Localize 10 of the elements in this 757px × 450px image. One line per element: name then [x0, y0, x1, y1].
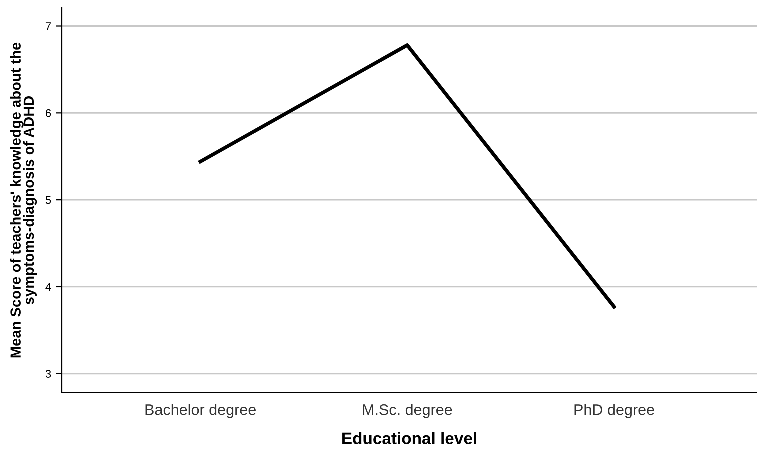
x-axis-title: Educational level	[342, 432, 476, 444]
y-tick-label: 4	[46, 283, 52, 291]
x-tick-label: Bachelor degree	[146, 404, 256, 418]
y-tick-label: 3	[46, 370, 52, 378]
y-tick-label: 6	[46, 109, 52, 118]
x-tick-label: M.Sc. degree	[363, 404, 452, 418]
x-tick-label: PhD degree	[574, 404, 654, 418]
y-axis-title: Mean Score of teachers' knowledge about the symptoms-diagnosis of ADHD	[10, 42, 38, 358]
y-tick-label: 7	[46, 22, 52, 30]
y-tick-label: 5	[46, 196, 52, 204]
